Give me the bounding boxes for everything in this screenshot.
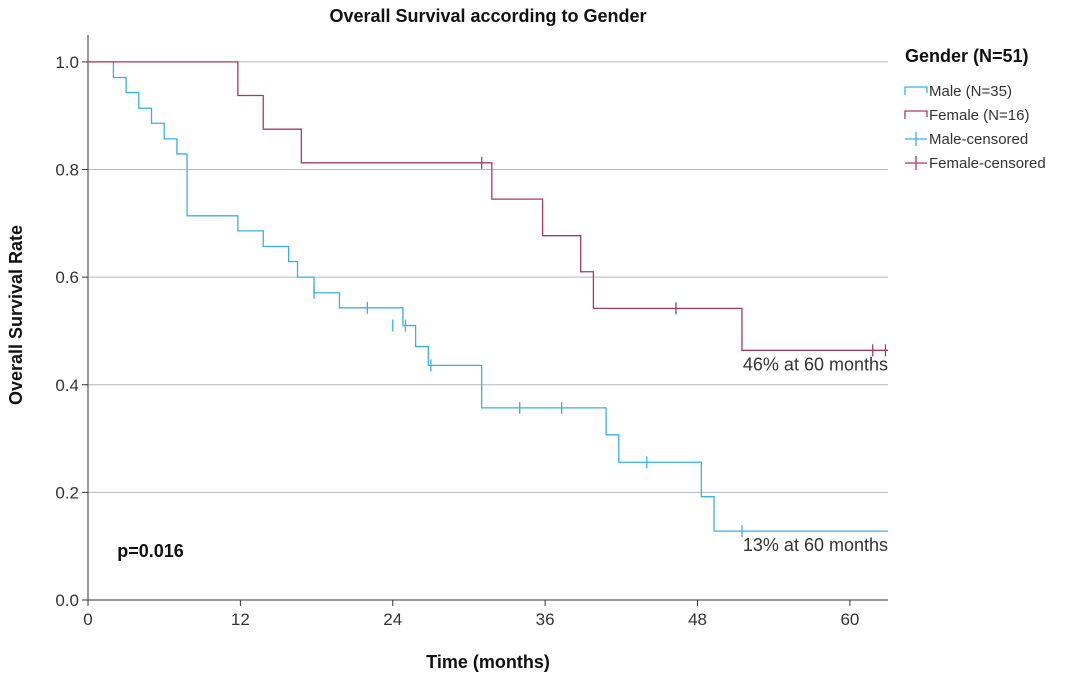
survival-curve-0: [88, 61, 888, 532]
legend-label: Female (N=16): [929, 107, 1029, 124]
y-tick-label: 0.8: [55, 161, 79, 180]
grid-lines: [88, 61, 888, 493]
y-axis-label: Overall Survival Rate: [6, 225, 26, 405]
y-tick-label: 0.2: [55, 483, 79, 502]
annotation-label: 13% at 60 months: [743, 535, 888, 555]
legend-swatch: [904, 110, 928, 119]
legend-label: Female-censored: [929, 155, 1046, 172]
x-tick-label: 0: [83, 610, 92, 629]
y-tick-label: 0.6: [55, 268, 79, 287]
survival-curve-1: [88, 61, 888, 351]
legend: Gender (N=51) Male (N=35) Female (N=16) Ma…: [904, 46, 1046, 172]
y-tick-label: 0.0: [55, 591, 79, 610]
axes: 0.0 0.2 0.4 0.6 0.8 1.0 0 12 24 36 48 60: [55, 35, 888, 629]
legend-label: Male (N=35): [929, 83, 1012, 100]
x-tick-label: 24: [383, 610, 402, 629]
chart-title: Overall Survival according to Gender: [329, 6, 646, 26]
x-tick-label: 48: [688, 610, 707, 629]
legend-label: Male-censored: [929, 131, 1028, 148]
annotation-label: p=0.016: [117, 541, 184, 561]
x-axis-label: Time (months): [426, 652, 550, 672]
y-tick-label: 0.4: [55, 376, 79, 395]
legend-swatch: [904, 86, 928, 95]
x-tick-label: 12: [231, 610, 250, 629]
x-tick-label: 36: [536, 610, 555, 629]
y-tick-label: 1.0: [55, 53, 79, 72]
annotations: 46% at 60 months 13% at 60 months p=0.016: [117, 354, 888, 561]
annotation-label: 46% at 60 months: [743, 354, 888, 374]
x-tick-label: 60: [840, 610, 859, 629]
legend-title: Gender (N=51): [905, 46, 1029, 66]
series-lines: [88, 61, 888, 538]
